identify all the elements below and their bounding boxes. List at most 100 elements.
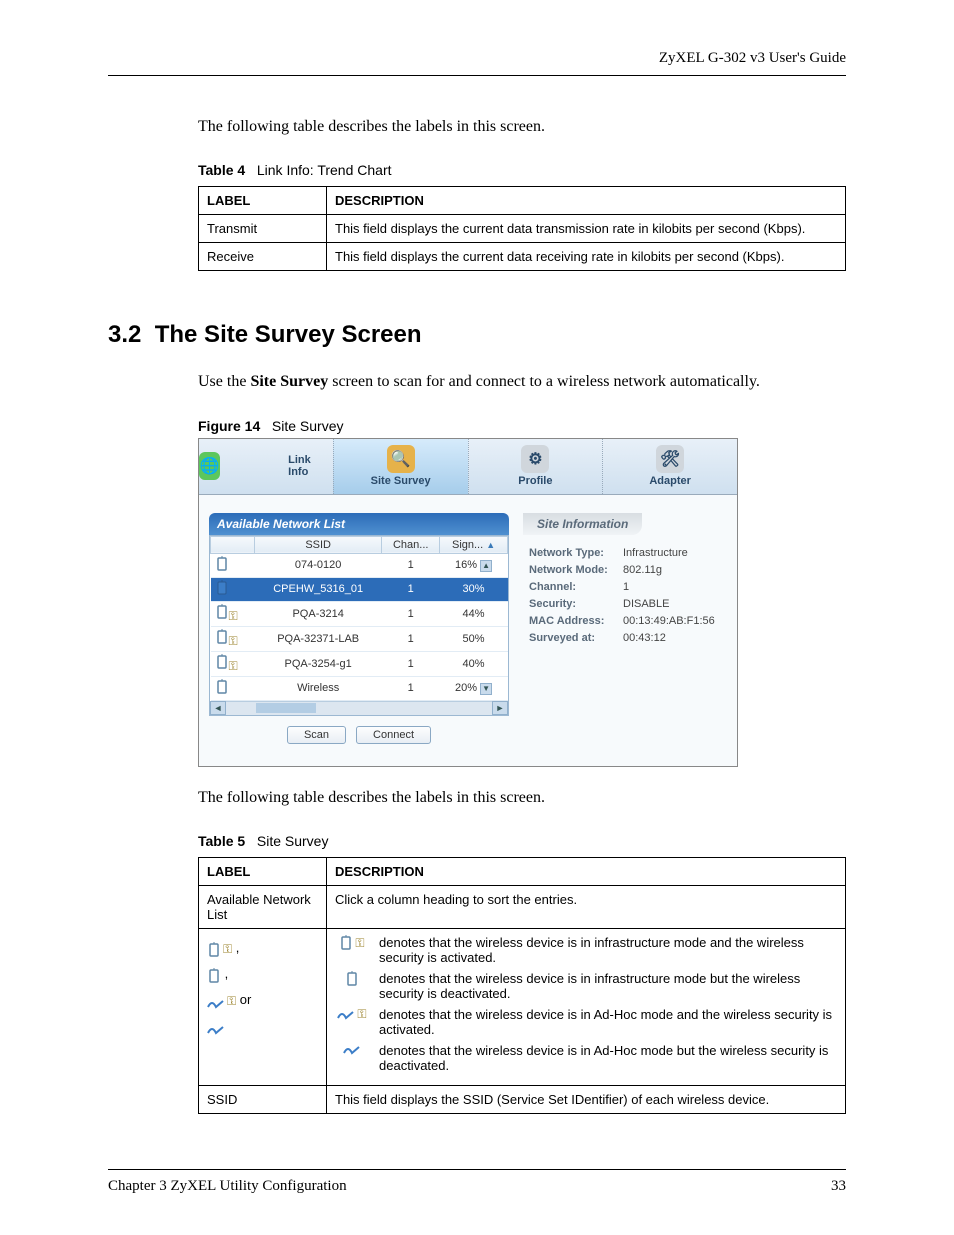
section-title: 3.2 The Site Survey Screen [108,321,846,349]
section-intro-suffix: screen to scan for and connect to a wire… [328,373,760,390]
toolbar-label: Site Survey [371,475,431,487]
site-information-panel: Site Information Network Type:Infrastruc… [523,513,727,744]
key-icon: ⚿ [229,634,238,649]
info-label: Surveyed at: [529,632,623,644]
table5-r2-label: SSID [199,1086,327,1114]
figure14-caption-rest: Site Survey [272,418,344,434]
info-label: MAC Address: [529,615,623,627]
or-text: or [240,992,252,1007]
network-row-ssid: PQA-3254-g1 [255,651,382,676]
network-row-chan: 1 [382,601,440,626]
table-row: Receive This field displays the current … [199,243,846,271]
table-row: ⚿ , , ⚿ or ⚿ denotes that the wireless d… [199,929,846,1086]
info-value: DISABLE [623,598,669,610]
net-col-signal[interactable]: Sign... ▲ [440,536,508,553]
link-info-icon: 🌐 [199,452,220,480]
t5-desc-1: denotes that the wireless device is in i… [379,971,837,1001]
info-value: 1 [623,581,629,593]
intro-text-1: The following table describes the labels… [198,116,846,138]
network-row-ssid: PQA-32371-LAB [255,626,382,651]
table-row: Transmit This field displays the current… [199,215,846,243]
scroll-down-icon[interactable]: ▼ [480,683,492,695]
network-row[interactable]: 074-0120116% ▲ [211,553,508,577]
connect-button[interactable]: Connect [356,726,431,744]
scroll-right-icon[interactable]: ► [492,701,508,715]
info-row: Network Mode:802.11g [529,564,721,576]
network-row[interactable]: ⚿PQA-3254-g1140% [211,651,508,676]
network-row-ssid: CPEHW_5316_01 [255,577,382,601]
table4-r1-c1: This field displays the current data rec… [327,243,846,271]
network-row-signal: 16% ▲ [440,553,508,577]
available-network-title: Available Network List [209,513,509,535]
network-row-ssid: PQA-3214 [255,601,382,626]
toolbar: 🌐Link Info 🔍 Site Survey ⚙ Profile 🛠 Adapter [199,439,737,495]
info-row: Channel:1 [529,581,721,593]
info-row: Surveyed at:00:43:12 [529,632,721,644]
key-icon: ⚿ [223,937,232,961]
network-row-signal: 50% [440,626,508,651]
net-col-chan[interactable]: Chan... [382,536,440,553]
header-guide-title: ZyXEL G-302 v3 User's Guide [108,50,846,67]
network-row-chan: 1 [382,651,440,676]
t5-desc-3: denotes that the wireless device is in A… [379,1043,837,1073]
network-row-icon: ⚿ [211,601,255,626]
t5-desc-0: denotes that the wireless device is in i… [379,935,837,965]
site-survey-screenshot: 🌐Link Info 🔍 Site Survey ⚙ Profile 🛠 Adapter A… [198,438,738,767]
network-table[interactable]: SSID Chan... Sign... ▲ 074-0120116% ▲CPE… [210,536,508,701]
network-row-icon: ⚿ [211,651,255,676]
table5-r1-desc: ⚿ denotes that the wireless device is in… [327,929,846,1086]
toolbar-label: Profile [518,475,552,487]
toolbar-btn-adapter[interactable]: 🛠 Adapter [602,439,737,494]
table5-caption-bold: Table 5 [198,833,245,849]
network-row[interactable]: Wireless120% ▼ [211,676,508,700]
profile-icon: ⚙ [521,445,549,473]
key-icon: ⚿ [227,989,236,1013]
footer-page: 33 [831,1178,846,1195]
horizontal-scrollbar[interactable]: ◄ ► [210,701,508,715]
toolbar-label: Adapter [649,475,691,487]
section-intro-prefix: Use the [198,373,250,390]
section-intro: Use the Site Survey screen to scan for a… [198,371,846,393]
header-rule [108,75,846,76]
infra-ap-icon [215,679,229,695]
net-col-ssid[interactable]: SSID [255,536,382,553]
network-row-signal: 44% [440,601,508,626]
toolbar-btn-link-info[interactable]: 🌐Link Info [199,439,333,494]
footer: Chapter 3 ZyXEL Utility Configuration 33 [108,1169,846,1195]
infra-ap-icon [215,580,229,596]
network-row-icon [211,553,255,577]
adapter-icon: 🛠 [656,445,684,473]
info-row: Security:DISABLE [529,598,721,610]
scroll-thumb[interactable] [256,703,316,713]
table5-col-label: LABEL [199,858,327,886]
network-row[interactable]: ⚿PQA-32371-LAB150% [211,626,508,651]
section-number: 3.2 [108,321,141,348]
network-row[interactable]: CPEHW_5316_01130% [211,577,508,601]
network-row-icon: ⚿ [211,626,255,651]
sort-up-icon: ▲ [486,540,495,550]
table4-col-desc: DESCRIPTION [327,187,846,215]
scroll-up-icon[interactable]: ▲ [480,560,492,572]
scan-button[interactable]: Scan [287,726,346,744]
key-icon: ⚿ [357,1007,366,1022]
toolbar-btn-profile[interactable]: ⚙ Profile [468,439,603,494]
table4-caption-rest: Link Info: Trend Chart [257,162,392,178]
table4-caption-bold: Table 4 [198,162,245,178]
network-row-signal: 40% [440,651,508,676]
network-row-icon [211,577,255,601]
table5-caption-rest: Site Survey [257,833,329,849]
table5-col-desc: DESCRIPTION [327,858,846,886]
net-col-icon[interactable] [211,536,255,553]
infra-ap-icon [207,967,221,983]
table5-caption: Table 5 Site Survey [198,833,846,849]
info-label: Network Type: [529,547,623,559]
table4-caption: Table 4 Link Info: Trend Chart [198,162,846,178]
info-label: Network Mode: [529,564,623,576]
toolbar-btn-site-survey[interactable]: 🔍 Site Survey [333,439,468,494]
infra-ap-icon [215,556,229,572]
network-row-signal: 30% [440,577,508,601]
info-value: 00:13:49:AB:F1:56 [623,615,715,627]
site-survey-icon: 🔍 [387,445,415,473]
scroll-left-icon[interactable]: ◄ [210,701,226,715]
network-row[interactable]: ⚿PQA-3214144% [211,601,508,626]
